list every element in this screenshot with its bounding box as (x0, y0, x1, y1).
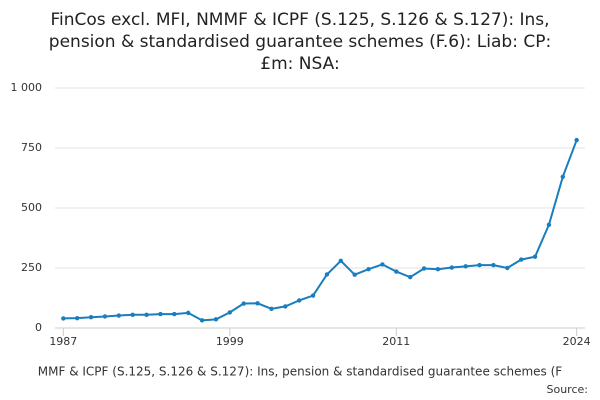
y-tick-label: 750 (21, 141, 42, 154)
y-tick-label: 0 (35, 321, 42, 334)
point (574, 137, 579, 143)
point (532, 254, 538, 259)
point (491, 262, 496, 268)
point (199, 318, 205, 323)
point (88, 315, 94, 320)
point (213, 317, 219, 322)
point (352, 272, 357, 277)
y-tick-label: 250 (21, 261, 42, 274)
point (546, 222, 552, 227)
point (185, 310, 191, 316)
point (269, 306, 274, 311)
source: Source: (547, 383, 589, 396)
point (116, 313, 122, 318)
x-tick-label: 1999 (216, 335, 244, 348)
x-tick-label: 1987 (49, 335, 77, 348)
point (296, 298, 302, 303)
point (394, 269, 399, 274)
point (310, 293, 316, 298)
point (255, 301, 260, 306)
legend-label: MMF & ICPF (S.125, S.126 & S.127): Ins, … (38, 365, 563, 379)
y-tick-label: 500 (21, 201, 42, 214)
point (449, 265, 455, 270)
point (324, 272, 330, 277)
point (477, 262, 482, 268)
point (241, 301, 246, 306)
point (380, 262, 385, 267)
point (421, 266, 427, 271)
point (407, 274, 413, 280)
point (144, 312, 149, 317)
point (435, 267, 441, 272)
point (172, 311, 177, 317)
x-tick-label: 2011 (382, 335, 410, 348)
point (61, 316, 66, 321)
point (518, 257, 524, 262)
line (63, 139, 578, 322)
point (505, 265, 510, 271)
y-tick-label: 1 000 (11, 81, 43, 94)
point (130, 312, 135, 317)
point (227, 310, 233, 315)
point (366, 267, 371, 272)
point (283, 304, 288, 309)
point (102, 314, 108, 319)
chart-title: FinCos excl. MFI, NMMF & ICPF (S.125, S.… (50, 10, 549, 30)
chart-title: £m: NSA: (260, 54, 339, 74)
chart-title: pension & standardised guarantee schemes… (49, 32, 551, 52)
point (158, 311, 163, 317)
point (338, 258, 344, 263)
point (560, 174, 566, 179)
point (463, 264, 468, 269)
point (74, 315, 80, 321)
x-tick-label: 2024 (563, 335, 591, 348)
